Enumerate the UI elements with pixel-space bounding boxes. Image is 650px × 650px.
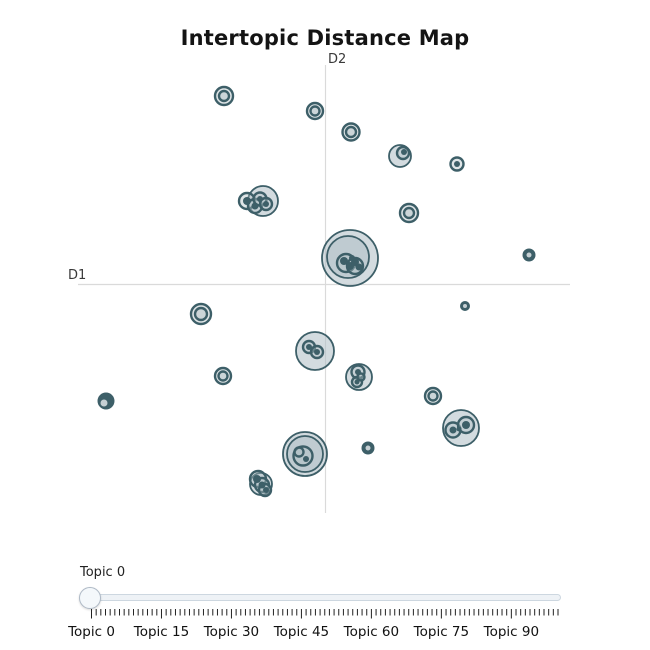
bubble-core-dot xyxy=(340,257,348,265)
bubble-core-dot xyxy=(314,349,320,355)
topic-bubble[interactable] xyxy=(193,306,209,322)
bubble-core-dot xyxy=(263,201,269,207)
chart-title: Intertopic Distance Map xyxy=(180,26,470,50)
bubble-core-dot xyxy=(263,487,269,493)
selected-topic-label: Topic 0 xyxy=(80,565,126,580)
topic-bubble[interactable] xyxy=(427,390,439,402)
topic-bubble[interactable] xyxy=(402,206,416,220)
bubble-highlight-dot xyxy=(463,304,467,308)
topic-bubble[interactable] xyxy=(356,372,366,382)
topic-axis-label: Topic 15 xyxy=(133,624,190,640)
bubble-core-dot xyxy=(243,197,251,205)
bubble-core-dot xyxy=(449,426,457,434)
topic-bubble[interactable] xyxy=(217,370,229,382)
topic-axis-label: Topic 0 xyxy=(68,624,115,640)
bubble-core-dot xyxy=(355,369,361,375)
bubble-highlight-dot xyxy=(526,252,532,258)
d1-axis-label: D1 xyxy=(68,268,87,283)
topic-axis-label: Topic 75 xyxy=(413,624,470,640)
topic-tick-axis xyxy=(91,609,559,619)
bubble-core-dot xyxy=(303,456,309,462)
bubble-core-dot xyxy=(462,421,470,429)
bubble-highlight-dot xyxy=(100,399,108,407)
bubble-highlight-dot xyxy=(365,445,371,451)
bubble-core-dot xyxy=(454,161,460,167)
intertopic-map-plot xyxy=(78,65,570,513)
topic-slider-handle[interactable] xyxy=(79,587,101,609)
topic-axis-label: Topic 45 xyxy=(273,624,330,640)
bubble-core-dot xyxy=(355,263,363,271)
bubble-core-dot xyxy=(306,344,312,350)
bubble-core-dot xyxy=(257,196,263,202)
bubble-core-dot xyxy=(456,426,462,432)
topic-bubble[interactable] xyxy=(293,446,305,458)
topic-bubble[interactable] xyxy=(398,202,420,224)
topic-bubble[interactable] xyxy=(217,89,231,103)
topic-axis-label: Topic 30 xyxy=(203,624,260,640)
bubble-core-dot xyxy=(258,481,266,489)
topic-bubble[interactable] xyxy=(344,125,358,139)
d2-axis-label: D2 xyxy=(328,52,347,67)
topic-slider-track[interactable] xyxy=(80,594,561,601)
bubble-core-dot xyxy=(349,255,355,261)
topic-axis-label: Topic 90 xyxy=(483,624,540,640)
topic-axis-label: Topic 60 xyxy=(343,624,400,640)
bubble-core-dot xyxy=(251,202,259,210)
bubble-core-dot xyxy=(253,475,261,483)
topic-bubble[interactable] xyxy=(309,105,321,117)
bubble-core-dot xyxy=(401,149,407,155)
topic-bubble[interactable] xyxy=(213,85,235,107)
bubble-core-dot xyxy=(354,379,360,385)
